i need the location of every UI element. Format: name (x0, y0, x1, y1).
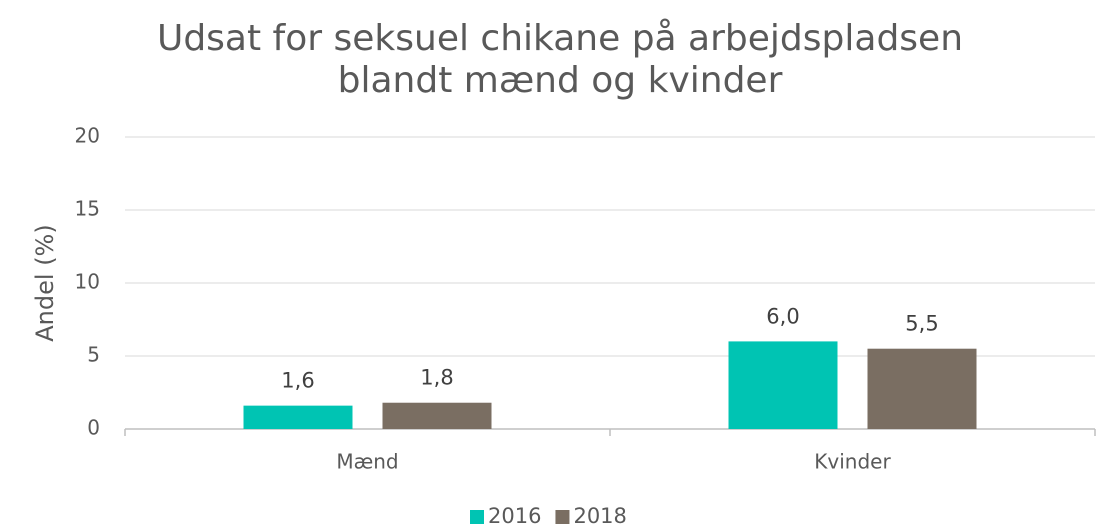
data-label: 6,0 (766, 304, 799, 328)
y-tick-label: 15 (75, 197, 100, 221)
y-tick-label: 20 (75, 124, 100, 148)
y-tick-label: 0 (87, 416, 100, 440)
y-tick-label: 10 (75, 270, 100, 294)
legend-label: 2018 (573, 504, 626, 528)
data-label: 1,8 (420, 366, 453, 390)
bar (243, 405, 353, 429)
data-label: 5,5 (905, 312, 938, 336)
x-tick-label: Kvinder (814, 450, 891, 474)
legend-label: 2016 (488, 504, 541, 528)
chart-title: Udsat for seksuel chikane på arbejdsplad… (157, 18, 963, 59)
chart-title: blandt mænd og kvinder (338, 60, 783, 101)
data-label: 1,6 (281, 369, 314, 393)
legend-swatch (470, 510, 484, 524)
bar (867, 348, 977, 429)
y-tick-label: 5 (87, 343, 100, 367)
legend-swatch (555, 510, 570, 524)
bar (728, 341, 838, 429)
x-tick-label: Mænd (336, 450, 398, 474)
bar (382, 402, 492, 429)
y-axis-label: Andel (%) (31, 224, 59, 341)
